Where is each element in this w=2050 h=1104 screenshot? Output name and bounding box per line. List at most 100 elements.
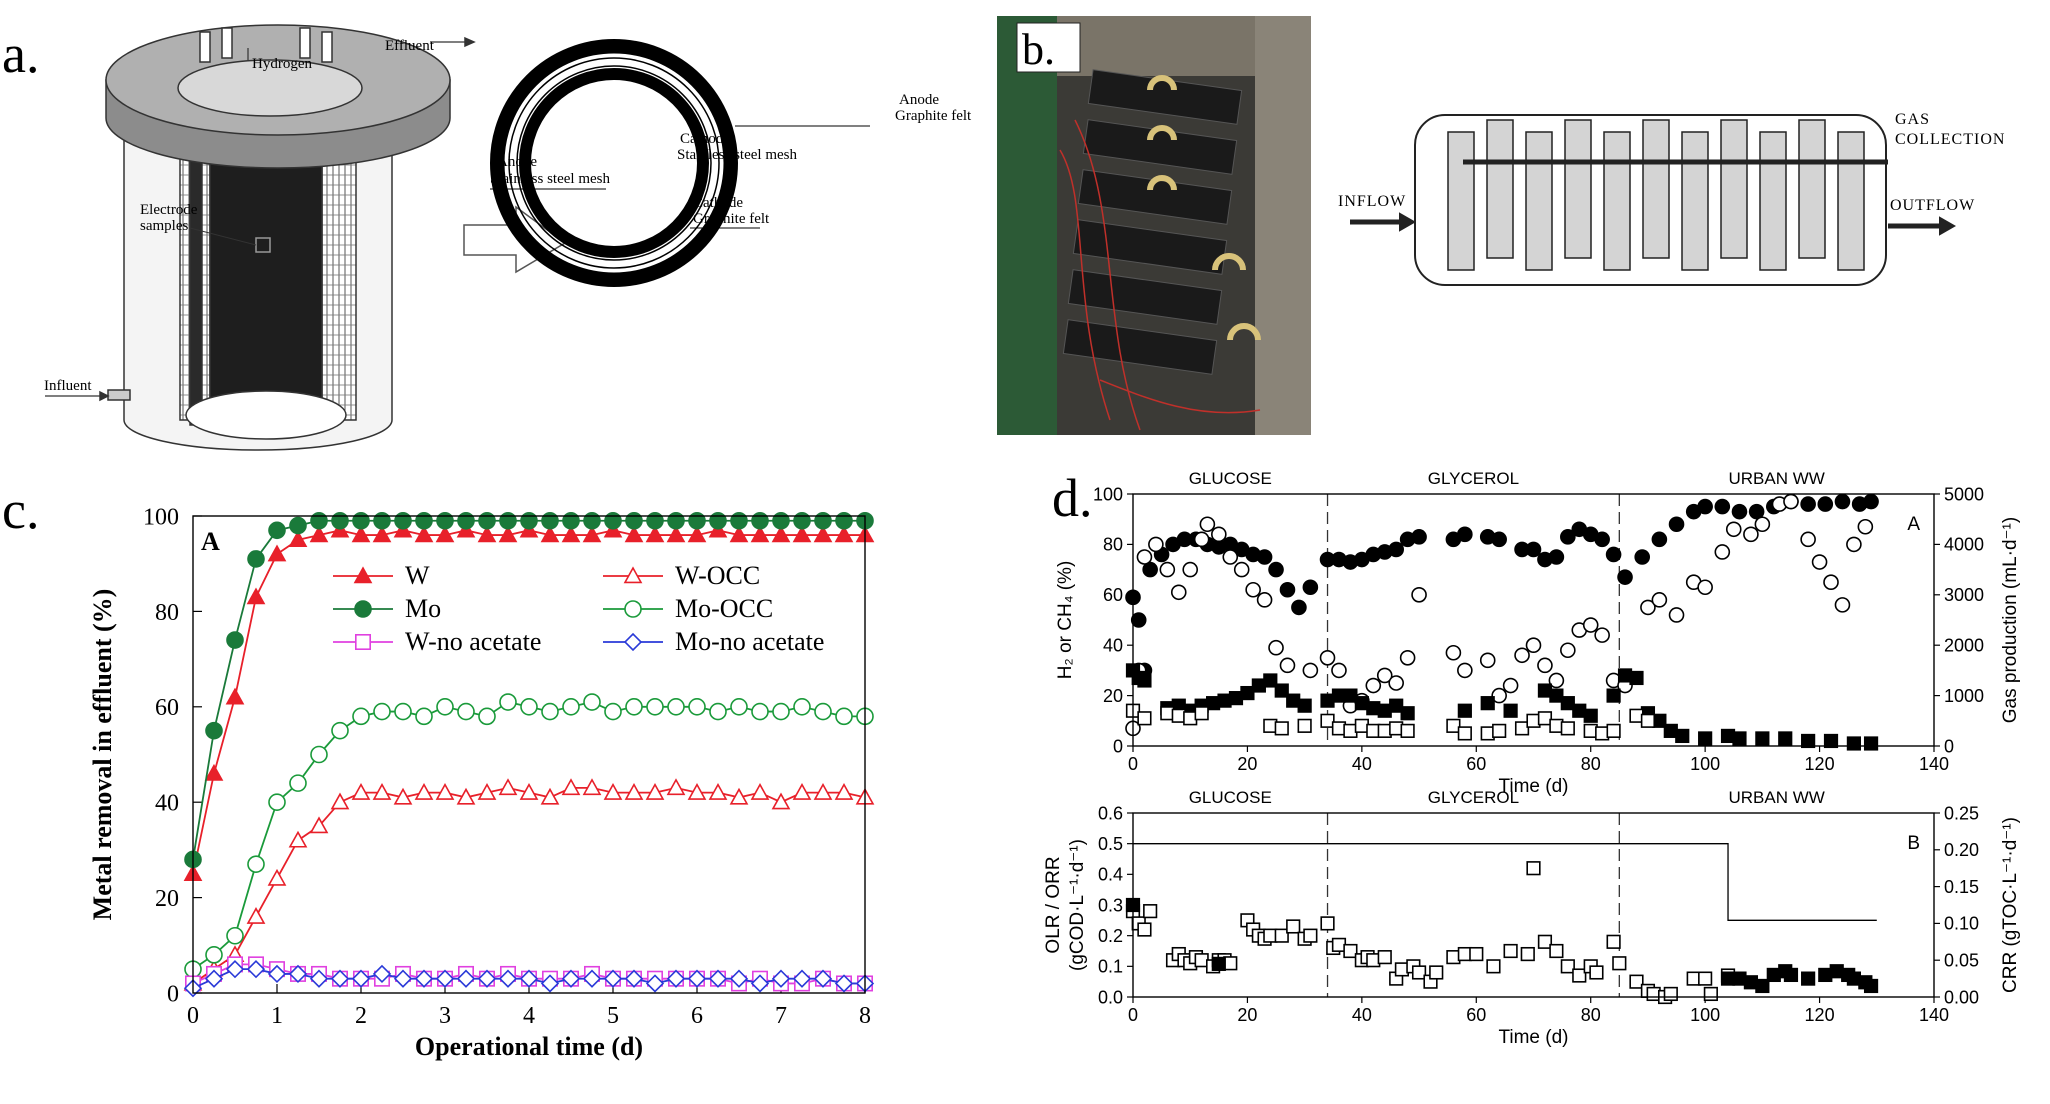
marker <box>1537 934 1553 949</box>
marker <box>1446 718 1461 733</box>
marker <box>435 783 455 800</box>
marker <box>1274 721 1289 736</box>
marker <box>1703 986 1718 1002</box>
y-axis-label: H₂ or CH₄ (%) <box>1055 561 1076 680</box>
marker <box>1560 959 1575 974</box>
marker <box>1302 662 1319 679</box>
x-tick-label: 100 <box>1690 1005 1720 1025</box>
marker <box>1606 723 1621 738</box>
marker <box>582 525 602 543</box>
marker <box>225 687 245 705</box>
region-label: URBAN WW <box>1728 469 1824 488</box>
marker <box>1389 698 1404 713</box>
marker <box>352 707 370 726</box>
label: Influent <box>44 378 92 394</box>
label: Anode <box>497 154 537 170</box>
x-tick-label: 40 <box>1352 754 1372 774</box>
marker <box>1863 493 1879 510</box>
marker <box>1182 561 1199 578</box>
y2-tick-label: 0.00 <box>1944 987 1979 1007</box>
marker <box>1268 561 1284 578</box>
marker <box>1268 639 1284 656</box>
marker <box>1605 546 1622 563</box>
x-tick-label: 1 <box>271 1003 283 1029</box>
marker <box>352 511 370 530</box>
marker <box>561 969 581 988</box>
x-tick-label: 0 <box>187 1003 199 1029</box>
marker <box>835 707 853 726</box>
marker <box>772 511 790 530</box>
y2-tick-label: 0.25 <box>1944 803 1979 823</box>
marker <box>1479 652 1496 669</box>
y-tick-label: 20 <box>155 886 179 912</box>
y-tick-label: 0.3 <box>1098 895 1123 915</box>
label: Cathode <box>693 195 743 211</box>
marker <box>1823 574 1839 591</box>
marker <box>604 702 622 721</box>
marker <box>583 511 601 530</box>
marker <box>793 697 811 716</box>
marker <box>498 525 518 543</box>
y2-tick-label: 4000 <box>1944 535 1984 555</box>
marker <box>330 969 350 988</box>
legend-label: W <box>405 561 430 590</box>
marker <box>1291 599 1307 616</box>
marker <box>1697 579 1713 596</box>
marker <box>1755 731 1770 746</box>
marker <box>1560 642 1576 659</box>
marker <box>414 969 434 988</box>
y2-tick-label: 1000 <box>1944 686 1984 706</box>
x-tick-label: 40 <box>1352 1005 1372 1025</box>
x-tick-label: 140 <box>1919 754 1949 774</box>
panel-label: b. <box>1022 25 1055 74</box>
legend-marker <box>623 632 643 652</box>
y-tick-label: 40 <box>155 791 179 817</box>
marker <box>1640 599 1656 616</box>
marker <box>289 774 307 792</box>
y2-tick-label: 3000 <box>1944 585 1984 605</box>
marker <box>1142 561 1158 578</box>
photo <box>997 16 1311 435</box>
marker <box>729 787 749 805</box>
marker <box>1279 657 1296 674</box>
series-line <box>192 786 866 985</box>
marker <box>1502 677 1519 694</box>
marker <box>457 511 475 530</box>
marker <box>414 525 434 543</box>
x-tick-label: 6 <box>691 1003 703 1029</box>
marker <box>394 511 412 530</box>
marker <box>1319 649 1336 666</box>
legend-marker <box>354 633 371 650</box>
marker <box>1629 670 1644 686</box>
marker <box>1170 584 1187 601</box>
marker <box>310 745 328 764</box>
marker <box>1629 974 1644 989</box>
label: OUTFLOW <box>1890 197 1975 214</box>
marker <box>226 631 244 649</box>
marker <box>1537 711 1553 726</box>
marker <box>436 697 454 716</box>
marker <box>562 697 580 716</box>
marker <box>646 697 664 716</box>
x-axis-label: Time (d) <box>1498 1027 1568 1048</box>
legend-marker <box>624 600 642 618</box>
marker <box>1274 928 1289 943</box>
marker <box>1572 968 1587 983</box>
marker <box>1755 978 1770 994</box>
marker <box>835 511 853 530</box>
marker <box>771 792 791 810</box>
marker <box>268 793 286 812</box>
panel-label: a. <box>2 24 39 84</box>
marker <box>520 697 538 716</box>
y-tick-label: 100 <box>1093 484 1123 504</box>
marker <box>1343 943 1358 959</box>
y-tick-label: 80 <box>1103 535 1123 555</box>
marker <box>772 702 790 721</box>
marker <box>540 974 560 993</box>
marker <box>1365 677 1382 694</box>
legend-marker <box>353 566 373 584</box>
x-tick-label: 20 <box>1237 1005 1257 1025</box>
marker <box>687 969 707 988</box>
